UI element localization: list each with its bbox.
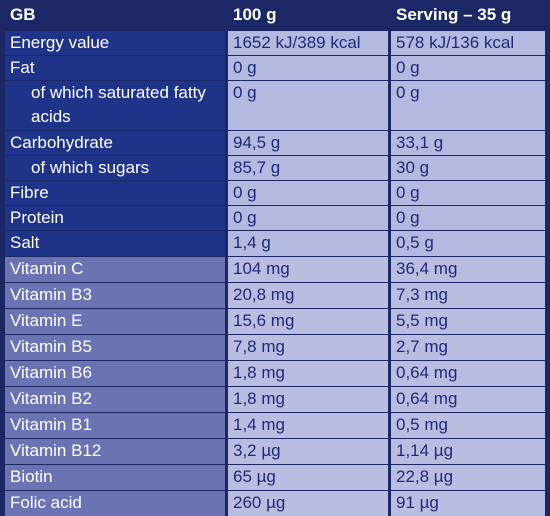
table-cell: Fat: [5, 56, 225, 80]
table-cell: 85,7 g: [228, 156, 388, 180]
table-cell: 1,14 µg: [391, 439, 545, 464]
table-cell: Vitamin C: [5, 257, 225, 282]
table-cell: 578 kJ/136 kcal: [391, 31, 545, 55]
table-cell: 5,5 mg: [391, 309, 545, 334]
table-cell: Carbohydrate: [5, 131, 225, 155]
table-cell: Biotin: [5, 465, 225, 490]
table-cell: 0 g: [228, 81, 388, 130]
table-cell: 7,8 mg: [228, 335, 388, 360]
table-cell: 15,6 mg: [228, 309, 388, 334]
table-cell: 7,3 mg: [391, 283, 545, 308]
table-cell: Vitamin B5: [5, 335, 225, 360]
table-cell: 30 g: [391, 156, 545, 180]
table-cell: Vitamin E: [5, 309, 225, 334]
table-cell: 1,8 mg: [228, 361, 388, 386]
table-cell: 0 g: [391, 206, 545, 230]
table-cell: 0 g: [228, 56, 388, 80]
table-cell: 0,64 mg: [391, 387, 545, 412]
table-cell: 33,1 g: [391, 131, 545, 155]
table-cell: 1,4 mg: [228, 413, 388, 438]
table-cell: 260 µg: [228, 491, 388, 516]
table-cell: Vitamin B2: [5, 387, 225, 412]
table-cell: 2,7 mg: [391, 335, 545, 360]
table-cell: Vitamin B6: [5, 361, 225, 386]
table-cell: 0 g: [228, 181, 388, 205]
table-cell: Salt: [5, 231, 225, 256]
table-cell: 1,4 g: [228, 231, 388, 256]
table-cell: Folic acid: [5, 491, 225, 516]
table-cell: Fibre: [5, 181, 225, 205]
table-cell: of which saturated fatty acids: [5, 81, 225, 130]
table-cell: 0,5 g: [391, 231, 545, 256]
table-cell: Vitamin B12: [5, 439, 225, 464]
table-cell: 94,5 g: [228, 131, 388, 155]
table-cell: 0 g: [391, 56, 545, 80]
table-cell: 0 g: [391, 181, 545, 205]
table-cell: GB: [10, 5, 36, 24]
table-cell: 91 µg: [391, 491, 545, 516]
table-cell: 0,5 mg: [391, 413, 545, 438]
table-cell: Energy value: [5, 31, 225, 55]
table-cell: 1,8 mg: [228, 387, 388, 412]
table-cell: 36,4 mg: [391, 257, 545, 282]
table-cell: 1652 kJ/389 kcal: [228, 31, 388, 55]
table-cell: Vitamin B3: [5, 283, 225, 308]
table-cell: Serving – 35 g: [396, 5, 512, 24]
table-cell: of which sugars: [5, 156, 225, 180]
table-cell: Protein: [5, 206, 225, 230]
table-cell: 0,64 mg: [391, 361, 545, 386]
table-cell: Vitamin B1: [5, 413, 225, 438]
table-cell: 0 g: [228, 206, 388, 230]
table-cell: 100 g: [233, 5, 277, 24]
table-cell: 104 mg: [228, 257, 388, 282]
table-cell: 22,8 µg: [391, 465, 545, 490]
table-cell: 20,8 mg: [228, 283, 388, 308]
table-cell: 0 g: [391, 81, 545, 130]
table-cell: 65 µg: [228, 465, 388, 490]
table-cell: 3,2 µg: [228, 439, 388, 464]
